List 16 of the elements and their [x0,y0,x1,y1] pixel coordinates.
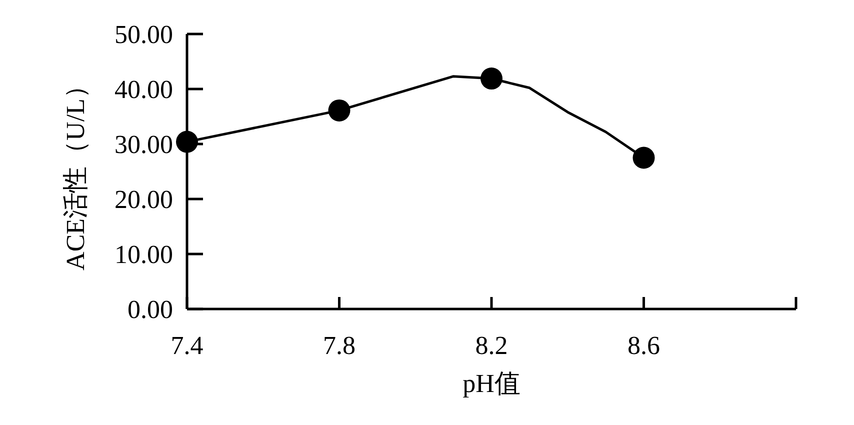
x-tick-label: 7.4 [170,331,204,360]
y-tick-label: 10.00 [114,240,173,269]
point [176,130,198,153]
y-tick-label: 40.00 [114,75,173,104]
point [328,99,350,122]
x-axis-title: pH值 [462,369,520,398]
x-tick-label: 8.2 [475,331,508,360]
y-tick-label: 0.00 [128,295,173,324]
x-tick-label: 7.8 [323,331,356,360]
y-tick-label: 20.00 [114,185,173,214]
y-axis-title: ACE活性（U/L） [61,72,90,270]
y-tick-label: 30.00 [114,130,173,159]
y-tick-label: 50.00 [114,20,173,49]
point [632,146,655,169]
point [480,68,502,90]
x-tick-label: 8.6 [628,331,660,360]
